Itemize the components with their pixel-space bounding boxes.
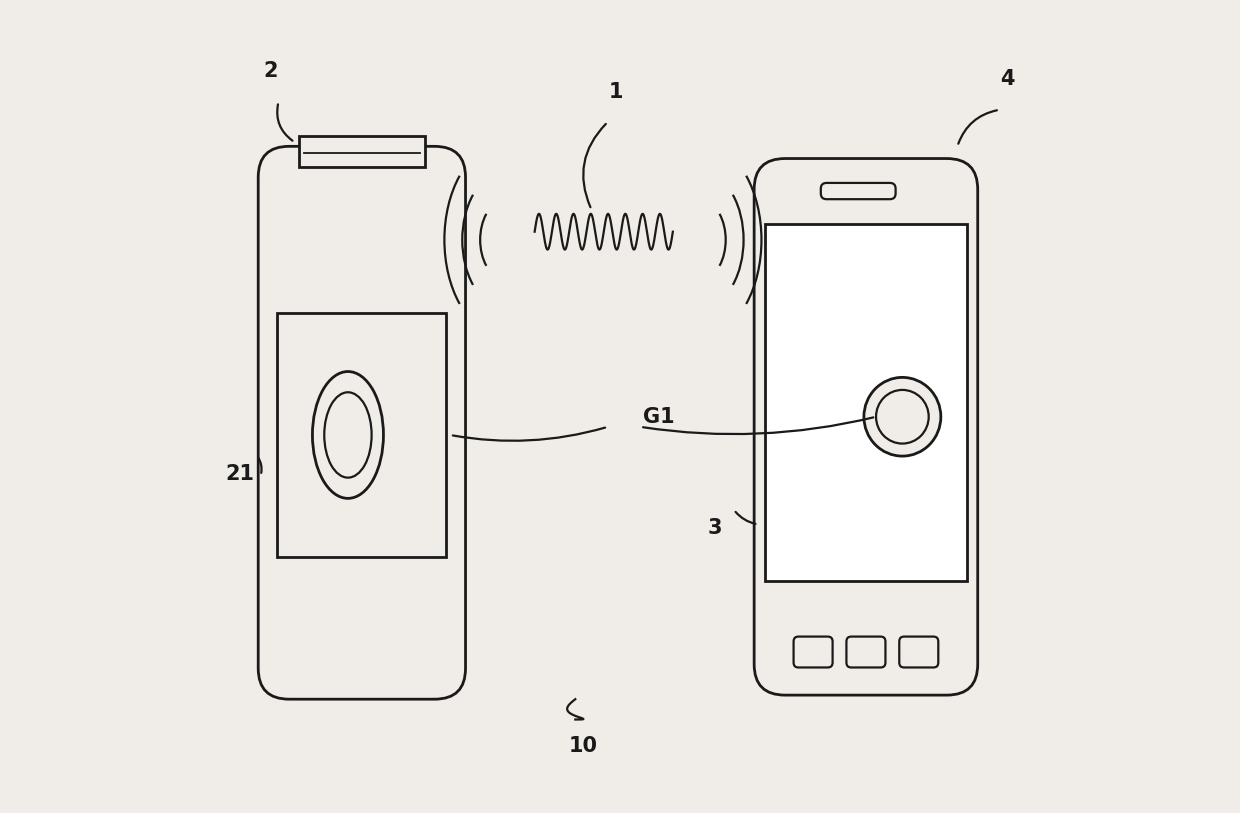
FancyBboxPatch shape — [899, 637, 939, 667]
Text: G1: G1 — [642, 406, 675, 427]
Text: 10: 10 — [569, 736, 598, 756]
Ellipse shape — [875, 390, 929, 444]
FancyBboxPatch shape — [847, 637, 885, 667]
Ellipse shape — [325, 393, 372, 478]
Ellipse shape — [864, 377, 941, 456]
Bar — [299, 136, 425, 167]
Text: 1: 1 — [609, 81, 624, 102]
FancyBboxPatch shape — [821, 183, 895, 199]
Text: 3: 3 — [708, 518, 723, 538]
Bar — [765, 224, 967, 581]
FancyBboxPatch shape — [258, 146, 465, 699]
Text: 4: 4 — [1001, 69, 1016, 89]
FancyBboxPatch shape — [794, 637, 832, 667]
Text: 2: 2 — [263, 61, 278, 81]
Text: 21: 21 — [226, 463, 255, 484]
Bar — [277, 313, 446, 557]
Ellipse shape — [312, 372, 383, 498]
FancyBboxPatch shape — [754, 159, 977, 695]
